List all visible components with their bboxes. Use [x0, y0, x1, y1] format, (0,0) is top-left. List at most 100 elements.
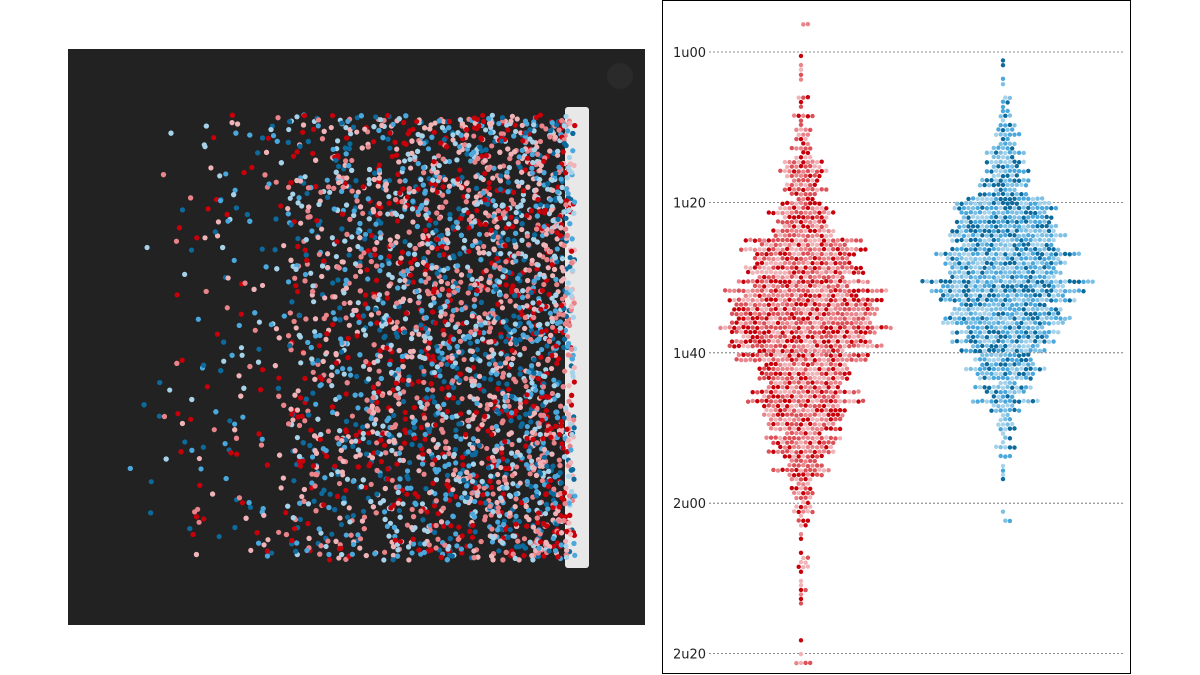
photo-dot: [454, 157, 460, 163]
photo-dot: [288, 347, 294, 353]
photo-dot: [488, 553, 495, 559]
photo-dot: [520, 288, 526, 294]
photo-dot: [558, 225, 564, 231]
photo-dot: [433, 477, 440, 483]
photo-dot: [334, 411, 340, 417]
photo-dot: [397, 190, 403, 196]
photo-dot: [311, 299, 317, 305]
photo-dot: [353, 438, 359, 444]
photo-dot: [355, 243, 361, 250]
photo-dot: [519, 237, 525, 243]
photo-dot: [420, 234, 426, 241]
photo-dot: [502, 403, 508, 409]
photo-dot: [513, 491, 519, 497]
photo-dot: [385, 136, 391, 142]
photo-dot: [511, 133, 517, 139]
photo-dot: [346, 322, 352, 328]
photo-dot: [517, 452, 523, 458]
photo-dot: [475, 554, 481, 560]
photo-dot: [466, 272, 472, 279]
photo-dot: [536, 545, 542, 551]
photo-dot: [179, 207, 186, 213]
photo-dot: [157, 379, 163, 386]
photo-dot: [265, 135, 271, 141]
photo-dot: [305, 501, 312, 507]
photo-dot: [330, 280, 336, 286]
photo-dot: [527, 539, 533, 545]
photo-dot: [293, 266, 299, 272]
photo-dot: [551, 377, 557, 383]
photo-dot: [357, 288, 363, 294]
photo-dot: [450, 472, 457, 478]
photo-dot: [563, 538, 569, 544]
photo-dot: [557, 325, 564, 331]
photo-dot: [293, 548, 299, 554]
photo-dot: [536, 510, 542, 516]
photo-dot: [401, 272, 407, 279]
photo-dot: [362, 236, 368, 242]
photo-dot: [511, 238, 517, 244]
photo-dot: [525, 242, 532, 248]
photo-dot: [465, 449, 471, 455]
photo-dot: [228, 450, 234, 456]
photo-dot: [501, 521, 507, 528]
photo-dot: [488, 484, 495, 491]
red-swarm-point: [789, 164, 794, 169]
photo-dot: [559, 256, 566, 262]
photo-dot: [484, 406, 490, 412]
photo-dot: [290, 515, 296, 521]
photo-dot: [489, 143, 495, 149]
photo-dot: [321, 502, 327, 508]
photo-dot: [450, 487, 456, 493]
photo-dot: [347, 366, 353, 372]
photo-dot: [357, 268, 364, 275]
photo-dot: [308, 344, 314, 351]
photo-dot: [549, 352, 555, 359]
photo-dot: [233, 130, 239, 136]
photo-dot: [225, 275, 231, 281]
photo-dot: [465, 264, 471, 270]
photo-dot: [396, 347, 402, 354]
photo-dot: [369, 429, 376, 435]
red-swarm-point: [798, 122, 804, 127]
photo-dot: [466, 248, 472, 255]
photo-dot: [391, 524, 397, 530]
photo-dot: [488, 339, 494, 345]
photo-dot: [508, 286, 515, 293]
photo-dot: [560, 312, 566, 318]
photo-dot: [534, 213, 540, 219]
photo-dot: [403, 113, 409, 119]
photo-dot: [160, 172, 167, 178]
photo-dot: [391, 412, 397, 418]
photo-dot: [424, 509, 430, 515]
photo-dot: [371, 390, 377, 396]
photo-dot: [409, 441, 415, 448]
photo-dot: [439, 286, 445, 292]
photo-dot: [386, 283, 392, 289]
photo-dot: [310, 283, 316, 289]
photo-dot: [188, 247, 195, 253]
photo-dot: [461, 477, 467, 483]
photo-dot: [418, 364, 424, 371]
photo-dot: [569, 392, 575, 398]
photo-dot: [530, 524, 536, 530]
photo-dot: [285, 503, 291, 509]
photo-dot: [527, 336, 534, 343]
photo-dot: [459, 533, 465, 539]
photo-dot: [390, 387, 396, 393]
red-swarm-point: [794, 146, 799, 151]
photo-dot: [334, 435, 340, 441]
photo-dot: [409, 550, 415, 556]
photo-dot: [457, 338, 464, 344]
photo-dot: [223, 475, 229, 482]
photo-dot: [293, 283, 299, 289]
photo-dot: [361, 250, 367, 256]
photo-dot: [358, 392, 364, 398]
photo-dot: [564, 547, 570, 554]
photo-dot: [558, 542, 564, 548]
photo-dot: [570, 268, 576, 274]
photo-dot: [302, 247, 308, 253]
photo-dot: [310, 360, 316, 366]
photo-dot: [527, 127, 533, 133]
photo-dot: [175, 411, 181, 417]
